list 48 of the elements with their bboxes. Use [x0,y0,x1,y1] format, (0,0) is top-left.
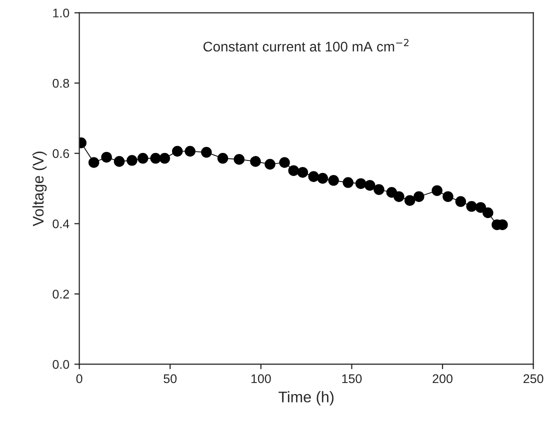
point [432,185,442,196]
point [114,156,125,167]
point [201,146,212,158]
point [297,166,308,178]
point [288,165,299,176]
point [308,171,319,182]
point [414,191,424,202]
point [404,195,416,206]
x-axis-title: Time (h) [278,391,334,406]
x-tick-label: 150 [342,374,362,384]
point [234,154,245,165]
point [475,202,486,213]
point [374,184,384,195]
x-tick-label: 200 [432,374,452,384]
point [101,152,112,163]
x-tick-label: 250 [524,374,544,384]
point [355,178,366,189]
y-tick-label: 0.2 [52,290,69,299]
point [364,180,376,191]
point [250,156,261,167]
point [172,146,183,157]
y-tick-label: 0.6 [52,149,70,158]
point [328,175,339,186]
point [137,152,148,164]
point [279,157,290,168]
point [159,152,170,164]
point [342,177,354,188]
point [466,201,477,212]
point [442,191,454,202]
y-tick-label: 0.8 [52,78,70,88]
point [184,146,196,157]
point [88,157,100,168]
y-tick-label: 0.4 [52,219,70,228]
point [394,191,404,202]
point [126,155,138,166]
y-axis-title: Voltage (V) [32,152,47,226]
annotation: Constant current at 100 mA cm$^{−2}$ [203,38,408,52]
y-tick-label: 1.0 [53,8,70,18]
point [317,172,328,184]
point [217,152,228,164]
point [264,158,276,170]
x-tick-label: 100 [251,374,271,384]
y-tick-label: 0.0 [52,360,70,369]
point [150,152,161,164]
point [455,196,466,207]
x-tick-label: 50 [164,374,177,384]
point [482,207,494,218]
x-tick-label: 0 [76,374,82,384]
